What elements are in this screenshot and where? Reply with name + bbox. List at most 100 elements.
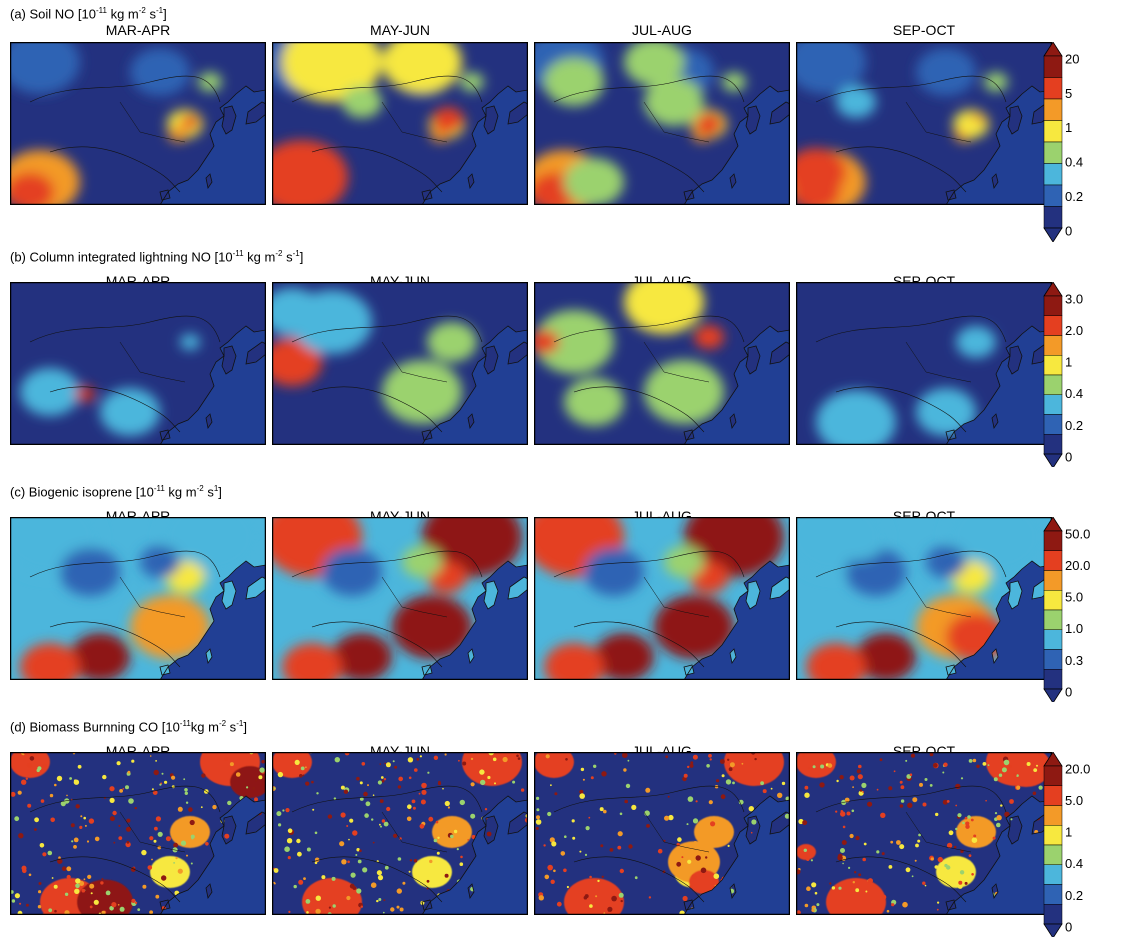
fire-pixel (258, 775, 263, 780)
fire-pixel (976, 764, 980, 768)
fire-pixel (75, 804, 80, 809)
fire-pixel (891, 903, 895, 907)
colorbar-tick-label: 5.0 (1065, 793, 1083, 808)
fire-pixel (450, 834, 454, 839)
fire-pixel (516, 754, 519, 758)
fire-pixel (831, 886, 836, 890)
fire-pixel (589, 904, 593, 908)
fire-pixel (584, 853, 588, 856)
colorbar-swatch (1043, 590, 1063, 611)
fire-pixel (420, 799, 426, 805)
fire-pixel (252, 753, 255, 756)
fire-pixel (126, 826, 131, 832)
fire-pixel (372, 841, 375, 844)
fire-pixel (964, 816, 968, 820)
fire-pixel (419, 755, 422, 758)
fire-pixel (888, 865, 893, 869)
fire-pixel (905, 867, 911, 873)
fire-pixel (942, 799, 948, 805)
country-borders (796, 517, 1052, 680)
fire-pixel (340, 812, 346, 818)
fire-pixel (360, 905, 363, 908)
field-patch (382, 42, 462, 94)
fire-pixel (867, 801, 873, 807)
fire-pixel (340, 785, 345, 790)
fire-pixel (438, 822, 441, 825)
fire-pixel (14, 816, 20, 822)
field-patch (168, 126, 188, 142)
fire-pixel (149, 910, 154, 915)
field-patch (180, 334, 200, 350)
field-patch (956, 816, 996, 848)
country-borders (10, 282, 266, 445)
map-panel-a-may-jun (272, 42, 528, 205)
fire-pixel (998, 773, 1003, 777)
fire-pixel (899, 804, 904, 808)
fire-pixel (946, 842, 953, 849)
fire-pixel (64, 892, 69, 896)
field-patch (412, 856, 452, 888)
fire-pixel (180, 840, 187, 846)
fire-pixel (812, 765, 816, 769)
country-borders (534, 42, 790, 205)
field-patch (644, 360, 724, 424)
field-patch (624, 282, 704, 334)
fire-pixel (646, 824, 650, 828)
fire-pixel (81, 888, 86, 893)
field-patch (427, 322, 477, 362)
fire-pixel (102, 774, 107, 780)
fire-pixel (299, 774, 303, 778)
field-patch (342, 86, 382, 118)
fire-pixel (109, 906, 114, 911)
country-borders (796, 282, 1052, 445)
season-label: MAY-JUN (370, 22, 430, 38)
colorbar-swatch (1043, 550, 1063, 571)
fire-pixel (816, 903, 820, 907)
fire-pixel (579, 850, 582, 853)
fire-pixel (486, 831, 492, 837)
fire-pixel (893, 770, 896, 773)
fire-pixel (944, 863, 948, 868)
fire-pixel (84, 824, 87, 827)
fire-pixel (414, 768, 418, 772)
fire-pixel (665, 755, 669, 759)
fire-pixel (484, 808, 488, 811)
fire-pixel (623, 768, 627, 772)
fire-pixel (190, 834, 195, 839)
fire-pixel (38, 882, 42, 885)
fire-pixel (852, 786, 854, 788)
fire-pixel (386, 806, 391, 812)
fire-pixel (112, 810, 117, 816)
fire-pixel (459, 862, 464, 866)
colorbar-tick-label: 0 (1065, 919, 1072, 934)
fire-pixel (710, 821, 716, 827)
colorbar-swatch (1043, 785, 1063, 806)
fire-pixel (958, 880, 963, 885)
fire-pixel (900, 799, 905, 803)
fire-pixel (94, 836, 100, 842)
colorbar-swatch (1043, 98, 1063, 121)
field-patch (382, 360, 462, 424)
map-frame (534, 282, 790, 445)
fire-pixel (580, 767, 585, 772)
map-frame (272, 752, 528, 915)
fire-pixel (846, 811, 851, 816)
fire-pixel (153, 839, 157, 843)
fire-pixel (899, 780, 903, 784)
fire-pixel (721, 774, 725, 778)
fire-pixel (953, 845, 957, 849)
fire-pixel (1026, 762, 1031, 766)
fire-pixel (838, 886, 842, 890)
field-patch (322, 548, 382, 596)
map-frame (10, 517, 266, 680)
fire-pixel (1009, 764, 1012, 768)
fire-pixel (648, 896, 652, 899)
colorbar-tick-label: 0 (1065, 223, 1072, 238)
fire-pixel (437, 836, 440, 839)
fire-pixel (929, 752, 934, 757)
colorbar-tick-label: 0.4 (1065, 386, 1083, 401)
field-patch (272, 338, 322, 386)
fire-pixel (127, 770, 131, 774)
fire-pixel (619, 812, 623, 816)
fire-pixel (379, 763, 382, 765)
